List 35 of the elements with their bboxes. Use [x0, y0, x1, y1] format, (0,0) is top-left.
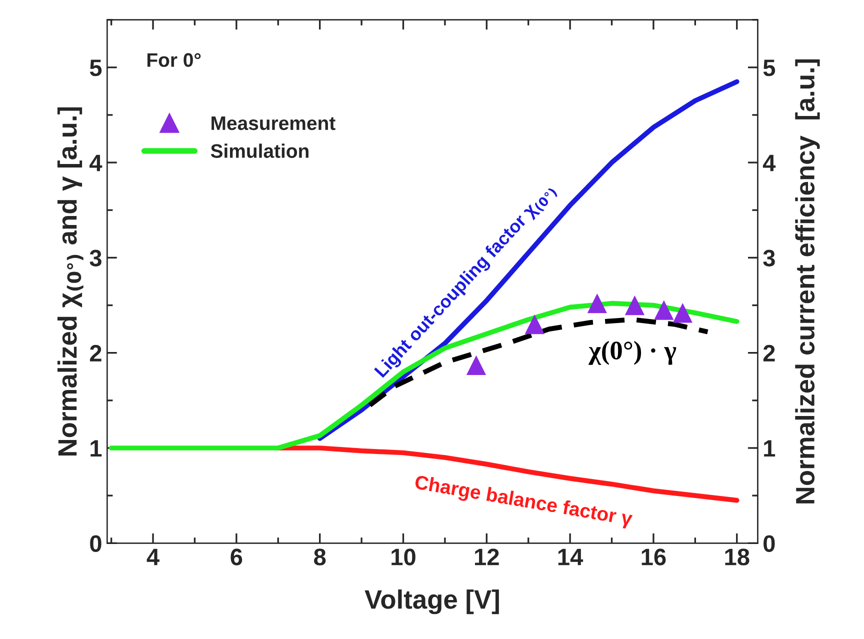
text: Light out-coupling factor χ$_{(0°)}$ — [374, 182, 559, 381]
y-tick-label: 4 — [90, 154, 102, 172]
legend-label: Simulation — [210, 144, 308, 158]
x-tick-label: 4 — [146, 548, 160, 566]
y-tick-label: 3 — [90, 250, 102, 267]
series-label: χ(0°) · γ — [588, 340, 676, 365]
y-tick-label: 0 — [90, 535, 102, 552]
point — [654, 300, 674, 320]
point — [524, 314, 544, 334]
y-tick-label: 5 — [90, 60, 102, 76]
text: Charge balance factor γ — [414, 474, 634, 530]
x-tick-label: 10 — [392, 548, 416, 566]
y-tick-label: 2 — [90, 344, 102, 362]
y-tick-label: 1 — [90, 440, 102, 457]
annotation: For 0° — [147, 53, 201, 67]
y2-tick-label: 1 — [764, 440, 776, 457]
y2-axis-title: Normalized current efficiency [a.u.] — [795, 59, 820, 504]
y2-tick-label: 5 — [763, 60, 776, 76]
point — [624, 295, 645, 316]
x-tick-label: 16 — [642, 548, 666, 566]
legend-label: Measurement — [212, 116, 336, 130]
point — [466, 355, 486, 376]
point — [672, 303, 692, 323]
y-axis-title: Normalized χ$_{(0°)}$ and γ [a.u.] — [57, 107, 84, 456]
point — [587, 294, 607, 314]
y2-tick-label: 0 — [764, 535, 775, 552]
x-axis-title: Voltage [V] — [364, 589, 499, 614]
y2-tick-label: 3 — [763, 250, 775, 267]
y2-tick-label: 2 — [763, 344, 775, 362]
x-tick-label: 12 — [475, 548, 499, 566]
x-tick-label: 8 — [314, 548, 326, 566]
x-tick-label: 18 — [725, 548, 750, 566]
y2-tick-label: 4 — [762, 154, 776, 172]
x-tick-label: 14 — [558, 548, 584, 566]
x-tick-label: 6 — [230, 548, 242, 566]
